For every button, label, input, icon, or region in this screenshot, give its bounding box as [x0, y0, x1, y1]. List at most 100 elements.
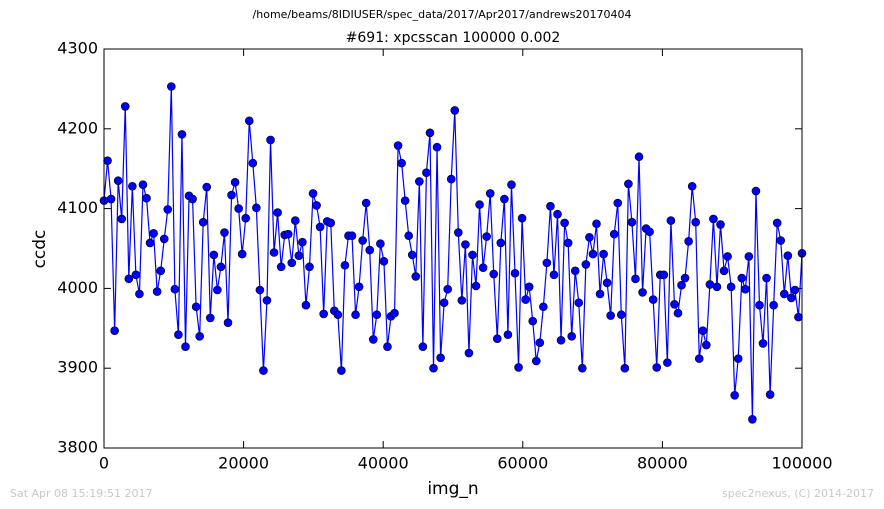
data-point [223, 318, 233, 328]
data-point [709, 214, 718, 224]
data-point [482, 232, 491, 241]
data-point [216, 262, 226, 272]
data-point [719, 266, 729, 276]
data-point [471, 281, 481, 291]
data-point [319, 309, 328, 319]
data-point [439, 298, 449, 308]
data-point [606, 311, 615, 320]
data-point [376, 239, 385, 249]
x-tick-label: 100000 [771, 454, 832, 473]
data-point [592, 219, 601, 229]
data-point [159, 234, 169, 244]
data-point [220, 228, 229, 237]
data-point [617, 310, 626, 320]
data-point [209, 250, 219, 260]
x-tick-label: 0 [99, 454, 109, 473]
data-point [567, 331, 576, 341]
data-point [326, 218, 336, 228]
data-point [308, 189, 318, 198]
data-point [383, 342, 392, 351]
y-tick-label: 4300 [57, 39, 98, 58]
data-point [762, 273, 771, 283]
data-point [790, 285, 800, 295]
data-point [188, 194, 197, 204]
y-axis-label: ccdc [30, 230, 50, 269]
data-point [581, 260, 591, 269]
data-point [315, 222, 325, 232]
data-point [241, 213, 251, 223]
data-point [142, 193, 151, 203]
data-point [124, 274, 134, 284]
x-tick-label: 40000 [358, 454, 409, 473]
data-point [563, 238, 573, 248]
chart-subtitle: #691: xpcsscan 100000 0.002 [346, 30, 561, 46]
data-point [613, 198, 623, 208]
data-point [517, 213, 527, 223]
data-point [163, 205, 173, 214]
data-point [691, 217, 701, 227]
data-point [702, 340, 711, 350]
data-point [779, 289, 789, 299]
data-point [198, 217, 208, 227]
data-point [602, 278, 612, 288]
data-point [461, 240, 470, 249]
data-point [475, 200, 484, 209]
data-point [156, 266, 165, 276]
data-point [422, 168, 431, 177]
data-point [266, 135, 275, 145]
data-point [737, 273, 747, 283]
data-point [500, 194, 509, 204]
data-point [496, 238, 506, 248]
footer-right: spec2nexus, (C) 2014-2017 [722, 487, 874, 500]
data-point [673, 308, 683, 318]
data-point [748, 414, 757, 424]
data-point [492, 334, 502, 343]
data-point [145, 238, 155, 248]
data-point [273, 208, 282, 217]
data-point [783, 251, 793, 260]
data-point [340, 260, 350, 270]
data-point [298, 237, 307, 247]
data-point [553, 209, 562, 219]
data-point [407, 250, 417, 260]
data-point [503, 330, 513, 339]
data-point [539, 302, 548, 312]
data-point [468, 250, 477, 260]
y-tick-label: 4000 [57, 278, 98, 297]
data-point [368, 335, 378, 344]
data-point [234, 204, 243, 213]
data-point [351, 310, 360, 320]
plot-frame [103, 48, 803, 449]
data-point [758, 339, 768, 348]
data-point [666, 216, 676, 225]
data-point [191, 302, 201, 312]
data-point [446, 174, 456, 184]
data-point [528, 316, 538, 326]
data-point [464, 348, 474, 358]
data-point [103, 156, 112, 166]
data-point [128, 181, 137, 191]
data-point [120, 102, 130, 111]
data-point [255, 285, 265, 295]
data-point [560, 218, 569, 228]
data-point [174, 330, 183, 339]
data-point [135, 289, 144, 299]
data-point [450, 106, 460, 115]
y-tick-label: 3900 [57, 358, 98, 377]
data-point [354, 282, 364, 292]
data-point [415, 177, 424, 186]
data-point [620, 363, 630, 373]
data-point [531, 356, 541, 366]
data-point [570, 266, 580, 276]
data-point [634, 152, 644, 162]
data-point [507, 180, 516, 189]
data-point [262, 296, 272, 305]
data-point [663, 358, 672, 367]
data-point [117, 214, 127, 224]
data-point [631, 274, 640, 284]
data-point [337, 366, 346, 375]
data-point [227, 190, 236, 200]
data-point [283, 229, 293, 239]
data-point [521, 295, 530, 304]
